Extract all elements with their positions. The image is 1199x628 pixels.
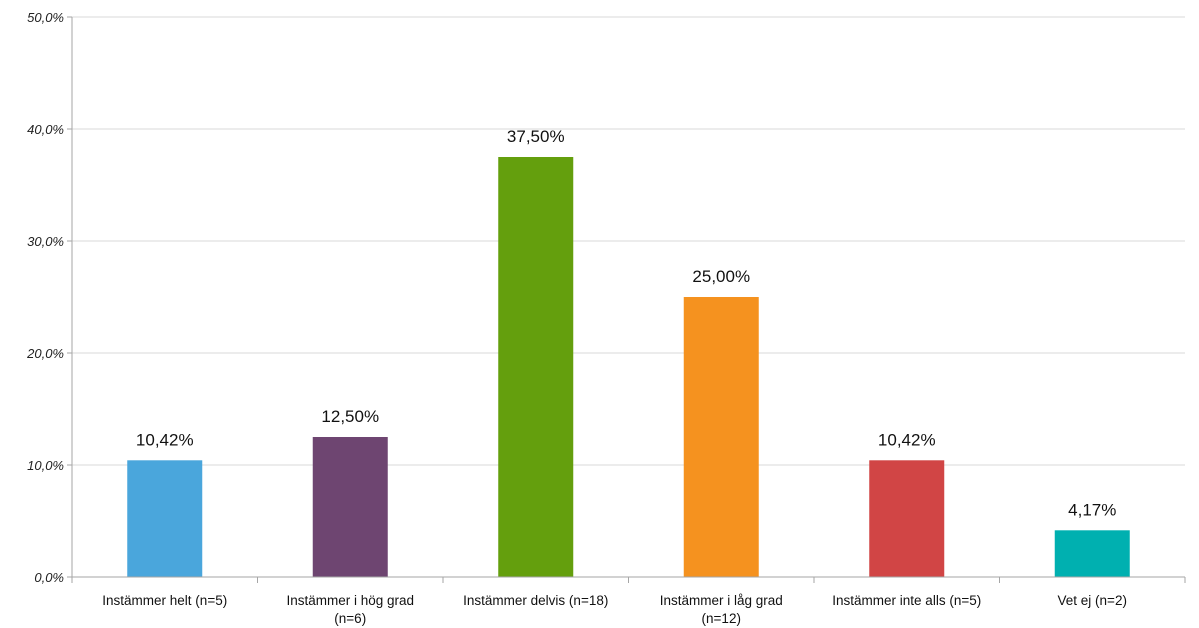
y-tick-label: 20,0% xyxy=(26,346,64,361)
x-tick-label: (n=6) xyxy=(334,611,366,626)
x-tick-label: (n=12) xyxy=(702,611,741,626)
bars xyxy=(127,157,1130,577)
data-labels: 10,42% 12,50% 37,50% 25,00% 10,42% 4,17% xyxy=(136,127,1116,519)
data-label: 10,42% xyxy=(136,430,194,449)
y-tick-label: 50,0% xyxy=(27,10,64,25)
x-tick-label: Instämmer i hög grad xyxy=(286,593,414,608)
bar xyxy=(127,460,203,577)
bar xyxy=(1054,530,1130,577)
x-tick-label: Instämmer helt (n=5) xyxy=(102,593,227,608)
bar xyxy=(312,437,388,577)
bar xyxy=(498,157,574,577)
bar xyxy=(869,460,945,577)
x-axis-tick-labels: Instämmer helt (n=5) Instämmer i hög grad… xyxy=(102,593,1127,626)
y-axis-tick-labels: 0,0% 10,0% 20,0% 30,0% 40,0% 50,0% xyxy=(26,10,64,585)
x-tick-label: Instämmer inte alls (n=5) xyxy=(832,593,981,608)
y-tick-label: 10,0% xyxy=(27,458,64,473)
x-tick-label: Instämmer delvis (n=18) xyxy=(463,593,608,608)
data-label: 4,17% xyxy=(1068,500,1116,519)
bar xyxy=(683,297,759,577)
data-label: 37,50% xyxy=(507,127,565,146)
data-label: 25,00% xyxy=(692,267,750,286)
x-tick-label: Instämmer i låg grad xyxy=(660,593,783,608)
y-tick-label: 30,0% xyxy=(27,234,64,249)
y-tick-label: 40,0% xyxy=(27,122,64,137)
data-label: 10,42% xyxy=(878,430,936,449)
gridlines xyxy=(72,16,1185,466)
y-tick-label: 0,0% xyxy=(34,570,64,585)
x-tick-label: Vet ej (n=2) xyxy=(1058,593,1127,608)
axes xyxy=(67,16,1186,583)
data-label: 12,50% xyxy=(321,407,379,426)
